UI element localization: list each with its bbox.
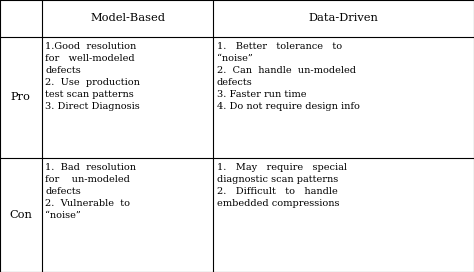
Text: 1.Good  resolution
for   well-modeled
defects
2.  Use  production
test scan patt: 1.Good resolution for well-modeled defec… [45,42,140,111]
Text: Pro: Pro [11,92,31,102]
Text: 1.   May   require   special
diagnostic scan patterns
2.   Difficult   to   hand: 1. May require special diagnostic scan p… [217,163,346,208]
Text: Data-Driven: Data-Driven [309,13,379,23]
Text: 1.   Better   tolerance   to
“noise”
2.  Can  handle  un-modeled
defects
3. Fast: 1. Better tolerance to “noise” 2. Can ha… [217,42,359,111]
Text: 1.  Bad  resolution
for    un-modeled
defects
2.  Vulnerable  to
“noise”: 1. Bad resolution for un-modeled defects… [45,163,136,220]
Text: Con: Con [9,210,32,220]
Text: Model-Based: Model-Based [90,13,165,23]
